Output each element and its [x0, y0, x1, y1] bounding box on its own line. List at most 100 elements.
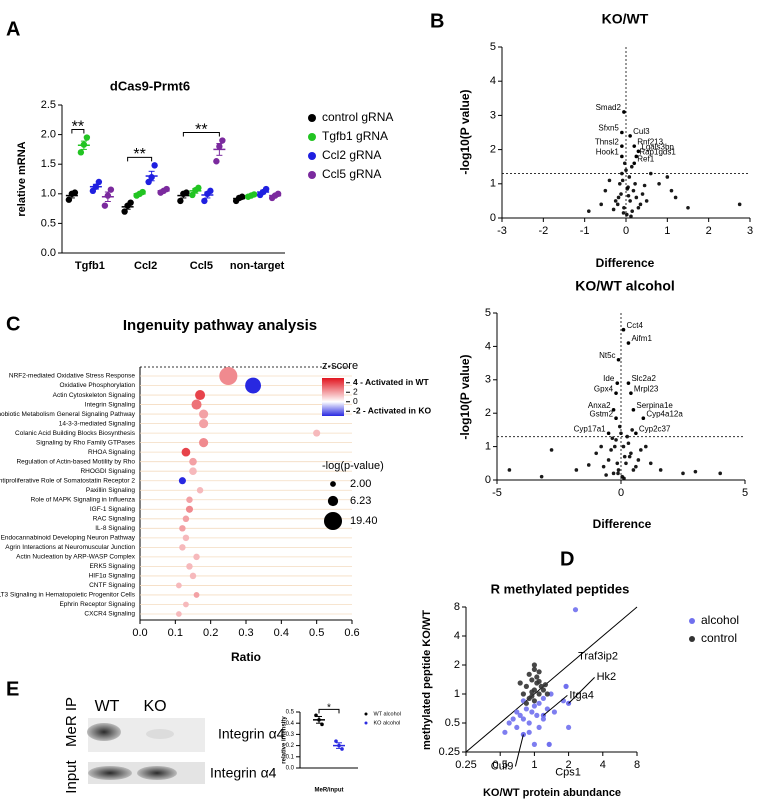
data-point — [523, 683, 529, 689]
data-point — [621, 211, 626, 215]
data-point — [574, 468, 579, 472]
blot-band — [87, 723, 121, 741]
annotated-point — [616, 357, 621, 362]
chart-title: Ingenuity pathway analysis — [123, 317, 317, 334]
data-point — [320, 722, 324, 727]
y-tick-label: ERK5 Signaling — [89, 563, 135, 570]
data-point — [628, 199, 632, 203]
x-tick-label: Tgfb1 — [75, 260, 105, 272]
data-point — [506, 720, 512, 726]
chart-title: KO/WT — [602, 11, 649, 27]
chart-title: KO/WT alcohol — [575, 278, 675, 294]
leader-line — [568, 676, 595, 704]
data-point — [610, 436, 615, 441]
legend-label: Ccl2 gRNA — [322, 148, 381, 162]
y-tick-label: 0.2 — [286, 743, 295, 749]
data-point — [183, 189, 190, 196]
annotated-point — [614, 416, 618, 421]
data-point — [636, 458, 641, 462]
data-point — [514, 709, 520, 715]
y-tick-label: 4 — [490, 75, 496, 87]
annotated-point — [563, 683, 569, 689]
annotation: Cps1 — [555, 766, 581, 778]
data-point — [536, 669, 542, 675]
annotated-point — [629, 391, 633, 395]
x-tick-label: -3 — [497, 225, 507, 237]
legend-marker — [689, 636, 695, 642]
data-point — [201, 197, 208, 205]
annotated-point — [614, 391, 618, 395]
leader-line — [514, 734, 524, 767]
data-point — [607, 178, 612, 183]
y-tick-label: Signaling by Rho Family GTPases — [36, 439, 136, 446]
significance-label: ** — [72, 118, 84, 135]
data-point — [644, 444, 648, 449]
data-point — [619, 431, 623, 436]
y-tick-label: 0.4 — [286, 721, 295, 727]
data-point — [693, 469, 698, 474]
annotated-point — [546, 741, 552, 747]
x-tick-label: 2 — [706, 225, 712, 237]
x-tick-label: 0.3 — [238, 627, 253, 639]
data-point — [334, 739, 338, 743]
data-point — [80, 141, 88, 148]
data-point — [609, 448, 613, 452]
x-tick-label: -5 — [492, 487, 502, 499]
size-legend-label: 6.23 — [350, 495, 371, 507]
x-tick-label: 0.25 — [455, 759, 476, 771]
legend-label: alcohol — [701, 613, 739, 627]
y-axis-label: -log10(P value) — [458, 89, 472, 174]
data-point — [207, 187, 214, 195]
annotation: Ide — [603, 374, 615, 383]
x-tick-label: non-target — [230, 260, 285, 272]
blot-column-label: WT — [95, 698, 120, 715]
size-legend-marker — [323, 511, 343, 531]
significance-bracket — [182, 132, 220, 137]
significance-bracket — [71, 129, 85, 134]
bubble — [199, 438, 209, 448]
y-tick-label: Integrin Signaling — [85, 401, 136, 408]
data-point — [601, 464, 606, 469]
data-point — [534, 674, 540, 680]
data-point — [540, 687, 546, 693]
data-point — [622, 476, 626, 481]
annotation: Gpx4 — [594, 384, 614, 393]
data-point — [594, 451, 598, 456]
y-tick-label: Regulation of Actin-based Motility by Rh… — [16, 458, 135, 465]
y-tick-label: 0.25 — [439, 746, 460, 758]
bubble — [245, 377, 262, 394]
y-tick-label: 8 — [454, 601, 460, 613]
bubble — [179, 525, 186, 532]
data-point — [613, 444, 617, 449]
annotated-point — [634, 154, 639, 159]
data-point — [531, 703, 538, 709]
annotated-point — [620, 154, 624, 159]
data-point — [127, 199, 134, 206]
annotation: Cul3 — [633, 127, 650, 136]
bubble — [195, 390, 206, 401]
annotated-point — [615, 381, 620, 385]
data-point — [213, 158, 220, 165]
annotation: Anxa2 — [588, 401, 611, 410]
data-point — [502, 729, 508, 735]
data-point — [648, 461, 653, 466]
data-point — [544, 706, 550, 712]
data-point — [586, 463, 591, 467]
y-tick-label: Role of MAPK Signaling in Influenza — [31, 496, 136, 503]
data-point — [606, 458, 611, 462]
y-tick-label: Paxillin Signaling — [86, 487, 136, 494]
data-point — [611, 471, 616, 476]
data-point — [539, 474, 544, 479]
y-tick-label: 2 — [454, 659, 460, 671]
bubble — [181, 447, 191, 457]
legend-marker — [689, 618, 695, 624]
colorbar-title: z-score — [322, 360, 358, 372]
annotation: Rap1gds1 — [639, 148, 676, 157]
annotation: Cyp2c37 — [639, 424, 671, 433]
data-point — [630, 428, 634, 432]
x-tick-label: -2 — [538, 225, 548, 237]
bubble — [193, 553, 200, 561]
x-tick-label: 0.2 — [203, 627, 218, 639]
data-point — [195, 184, 202, 192]
data-point — [638, 202, 643, 207]
